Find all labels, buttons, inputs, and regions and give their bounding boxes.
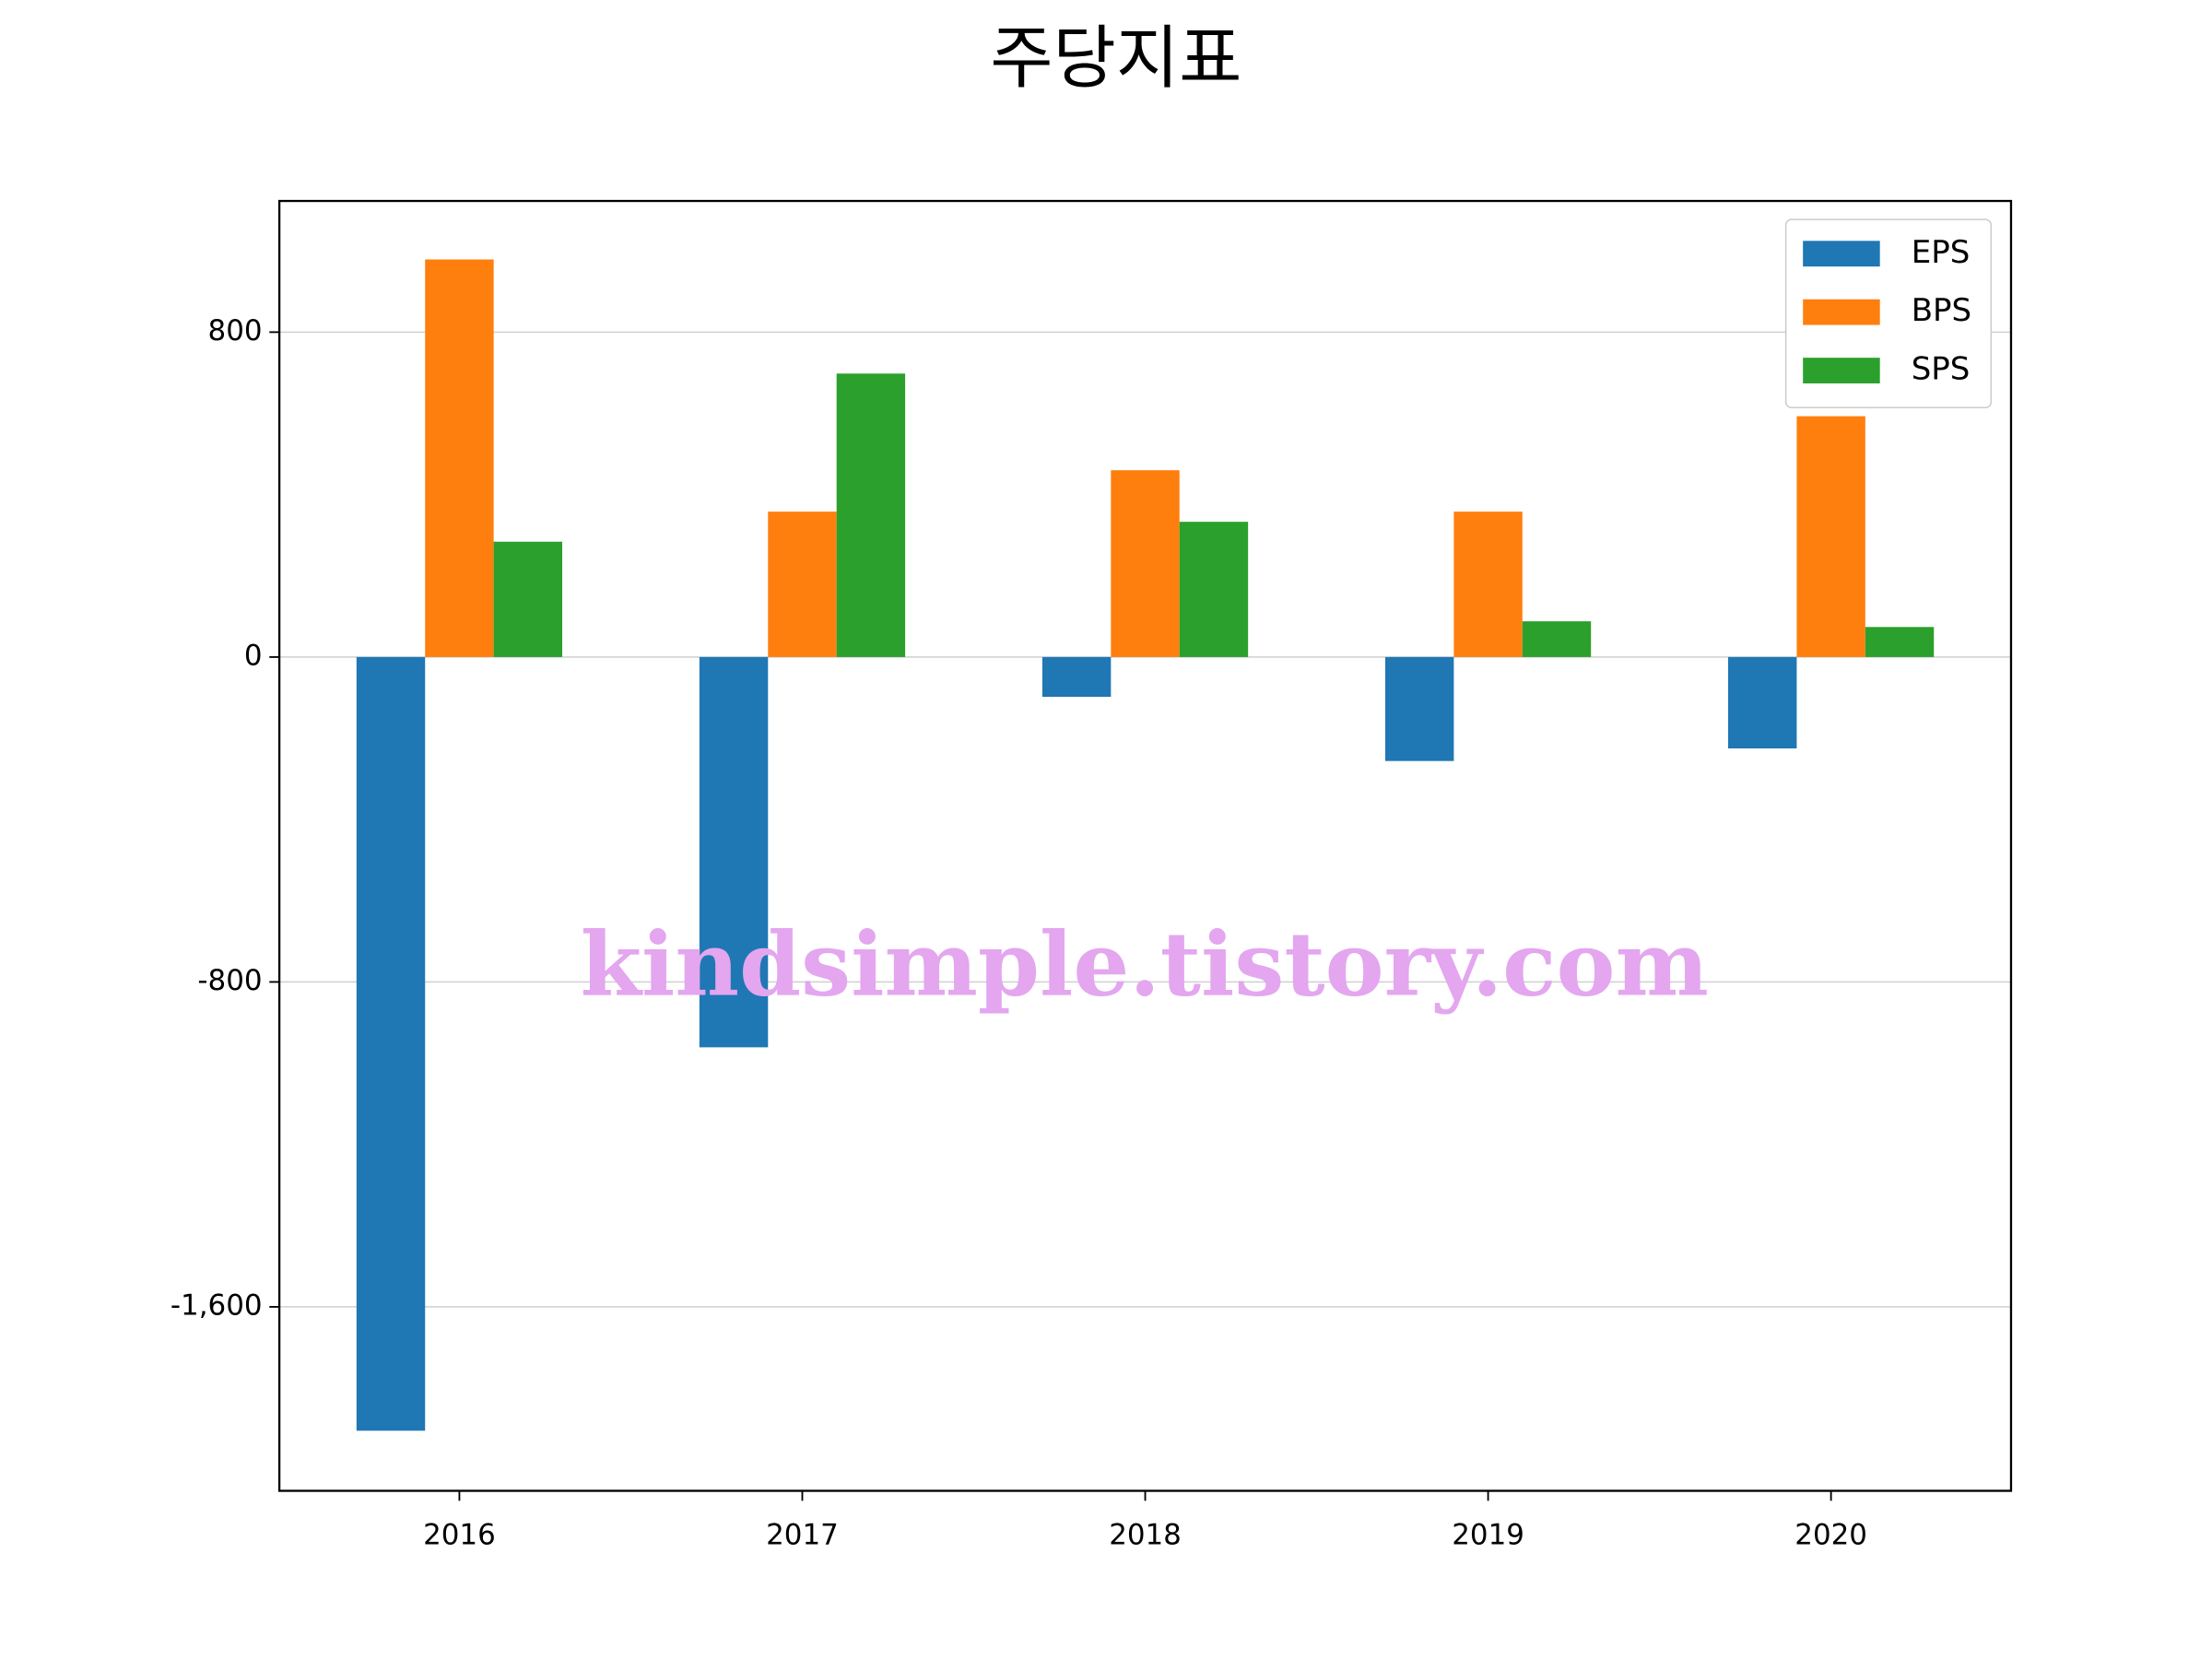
bar [493, 541, 563, 657]
legend-swatch [1803, 299, 1880, 325]
bar [1111, 470, 1180, 657]
x-tick-label: 2016 [423, 1519, 496, 1552]
bar [1865, 627, 1935, 657]
bar [1728, 656, 1797, 749]
y-tick-label: -800 [197, 964, 262, 997]
watermark: kindsimple.tistory.com [581, 912, 1709, 1016]
bar [1796, 416, 1865, 657]
legend-swatch [1803, 358, 1880, 383]
bar [699, 656, 769, 1048]
bar [356, 656, 426, 1431]
bar [1453, 512, 1523, 657]
y-tick-label: 0 [244, 639, 263, 672]
x-tick-label: 2019 [1452, 1519, 1524, 1552]
bar [1179, 522, 1249, 657]
x-tick-label: 2018 [1109, 1519, 1182, 1552]
legend-label: BPS [1912, 292, 1971, 329]
bar [1522, 621, 1592, 657]
y-tick-label: 800 [208, 314, 263, 347]
x-tick-label: 2020 [1794, 1519, 1867, 1552]
bar [425, 259, 494, 657]
bar [1384, 656, 1454, 761]
legend-label: EPS [1912, 234, 1971, 271]
bar [1041, 656, 1112, 698]
legend: EPS BPS SPS [1784, 218, 1993, 409]
legend-swatch [1803, 241, 1880, 267]
bar [836, 373, 906, 657]
x-tick-label: 2017 [766, 1519, 839, 1552]
plot-frame [277, 199, 2013, 1492]
legend-label: SPS [1912, 351, 1971, 388]
chart-title: 주당지표 [990, 18, 1241, 99]
y-tick-label: -1,600 [171, 1288, 263, 1322]
bar [768, 512, 837, 657]
